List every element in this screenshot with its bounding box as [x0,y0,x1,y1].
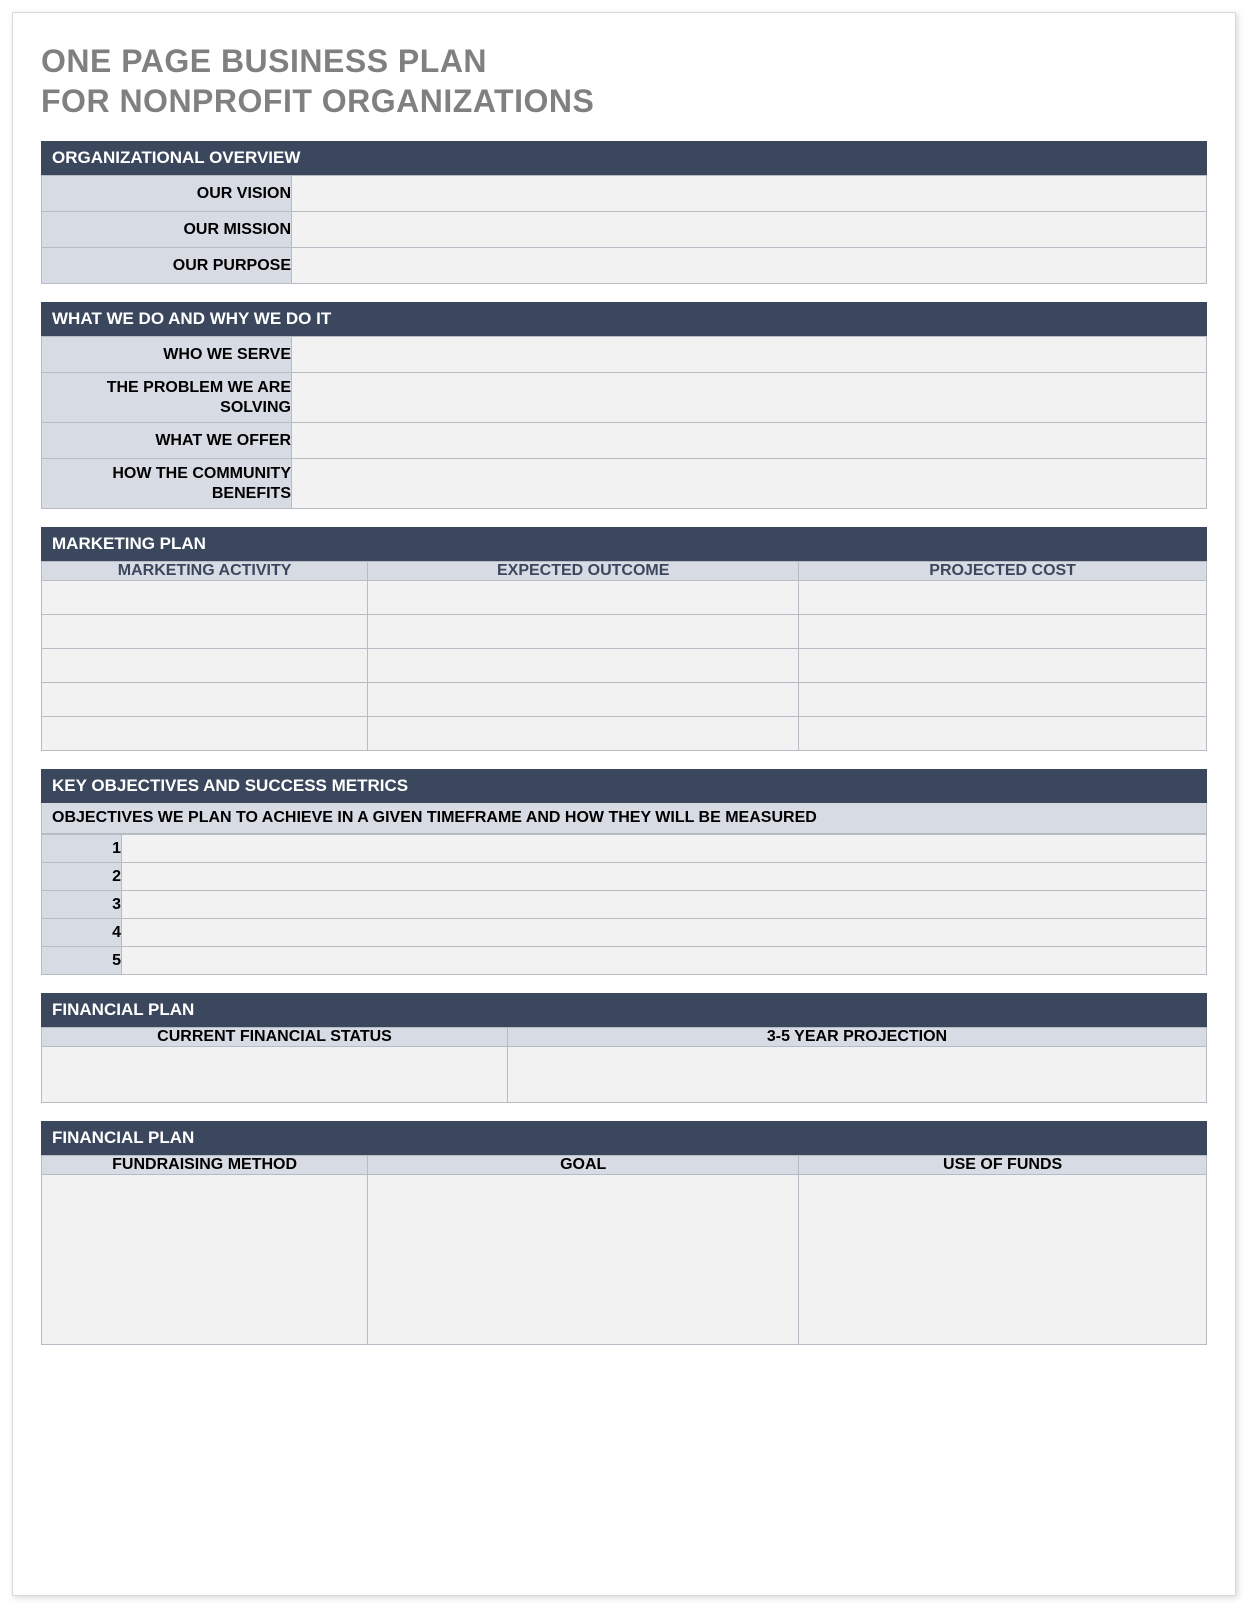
cell[interactable] [799,649,1207,683]
table-row [42,1175,1207,1345]
table-row: 5 [42,947,1207,975]
section-overview: ORGANIZATIONAL OVERVIEW OUR VISION OUR M… [41,141,1207,284]
row-value[interactable] [292,337,1207,373]
table-row: WHAT WE OFFER [42,423,1207,459]
row-value[interactable] [292,248,1207,284]
table-row: OUR MISSION [42,212,1207,248]
cell[interactable] [42,649,368,683]
cell[interactable] [508,1047,1207,1103]
row-label: OUR PURPOSE [42,248,292,284]
cell[interactable] [799,615,1207,649]
table-row: WHO WE SERVE [42,337,1207,373]
cell[interactable] [42,1175,368,1345]
row-value[interactable] [292,423,1207,459]
table-row: 4 [42,919,1207,947]
cell[interactable] [42,615,368,649]
row-label: THE PROBLEM WE ARE SOLVING [42,373,292,423]
row-label: HOW THE COMMUNITY BENEFITS [42,459,292,509]
col-header: PROJECTED COST [799,562,1207,581]
table-row: 3 [42,891,1207,919]
marketing-table: MARKETING ACTIVITY EXPECTED OUTCOME PROJ… [41,561,1207,751]
cell[interactable] [122,835,1207,863]
cell[interactable] [122,919,1207,947]
row-label: OUR MISSION [42,212,292,248]
cell[interactable] [122,947,1207,975]
col-header: 3-5 YEAR PROJECTION [508,1028,1207,1047]
section-marketing: MARKETING PLAN MARKETING ACTIVITY EXPECT… [41,527,1207,751]
table-row: OUR VISION [42,176,1207,212]
col-header: FUNDRAISING METHOD [42,1156,368,1175]
table-row [42,683,1207,717]
col-header: GOAL [368,1156,799,1175]
cell[interactable] [368,581,799,615]
table-row: 1 [42,835,1207,863]
row-label: WHO WE SERVE [42,337,292,373]
section-header-objectives: KEY OBJECTIVES AND SUCCESS METRICS [41,769,1207,803]
table-row [42,1047,1207,1103]
section-header-marketing: MARKETING PLAN [41,527,1207,561]
cell[interactable] [368,1175,799,1345]
table-header-row: MARKETING ACTIVITY EXPECTED OUTCOME PROJ… [42,562,1207,581]
section-financial-status: FINANCIAL PLAN CURRENT FINANCIAL STATUS … [41,993,1207,1103]
row-number: 1 [42,835,122,863]
row-value[interactable] [292,373,1207,423]
table-header-row: FUNDRAISING METHOD GOAL USE OF FUNDS [42,1156,1207,1175]
cell[interactable] [368,717,799,751]
cell[interactable] [799,683,1207,717]
table-row [42,649,1207,683]
row-number: 2 [42,863,122,891]
cell[interactable] [122,863,1207,891]
table-row: 2 [42,863,1207,891]
cell[interactable] [368,649,799,683]
title-line-2: FOR NONPROFIT ORGANIZATIONS [41,83,594,119]
section-header-overview: ORGANIZATIONAL OVERVIEW [41,141,1207,175]
cell[interactable] [122,891,1207,919]
col-header: MARKETING ACTIVITY [42,562,368,581]
row-number: 5 [42,947,122,975]
col-header: CURRENT FINANCIAL STATUS [42,1028,508,1047]
row-label: OUR VISION [42,176,292,212]
section-header-whatwedo: WHAT WE DO AND WHY WE DO IT [41,302,1207,336]
table-row [42,717,1207,751]
fundraising-table: FUNDRAISING METHOD GOAL USE OF FUNDS [41,1155,1207,1345]
row-number: 4 [42,919,122,947]
objectives-subheader: OBJECTIVES WE PLAN TO ACHIEVE IN A GIVEN… [41,803,1207,834]
cell[interactable] [799,581,1207,615]
cell[interactable] [42,717,368,751]
col-header: USE OF FUNDS [799,1156,1207,1175]
row-value[interactable] [292,212,1207,248]
table-header-row: CURRENT FINANCIAL STATUS 3-5 YEAR PROJEC… [42,1028,1207,1047]
section-header-financial-2: FINANCIAL PLAN [41,1121,1207,1155]
whatwedo-table: WHO WE SERVE THE PROBLEM WE ARE SOLVING … [41,336,1207,509]
cell[interactable] [799,717,1207,751]
table-row: OUR PURPOSE [42,248,1207,284]
page-title: ONE PAGE BUSINESS PLAN FOR NONPROFIT ORG… [41,41,1207,121]
objectives-table: 1 2 3 4 5 [41,834,1207,975]
cell[interactable] [42,683,368,717]
section-objectives: KEY OBJECTIVES AND SUCCESS METRICS OBJEC… [41,769,1207,975]
table-row: HOW THE COMMUNITY BENEFITS [42,459,1207,509]
section-header-financial-1: FINANCIAL PLAN [41,993,1207,1027]
table-row: THE PROBLEM WE ARE SOLVING [42,373,1207,423]
document-page: ONE PAGE BUSINESS PLAN FOR NONPROFIT ORG… [12,12,1236,1596]
table-row [42,615,1207,649]
cell[interactable] [368,683,799,717]
overview-table: OUR VISION OUR MISSION OUR PURPOSE [41,175,1207,284]
cell[interactable] [42,581,368,615]
title-line-1: ONE PAGE BUSINESS PLAN [41,43,487,79]
col-header: EXPECTED OUTCOME [368,562,799,581]
cell[interactable] [368,615,799,649]
financial-status-table: CURRENT FINANCIAL STATUS 3-5 YEAR PROJEC… [41,1027,1207,1103]
cell[interactable] [42,1047,508,1103]
row-value[interactable] [292,459,1207,509]
row-number: 3 [42,891,122,919]
table-row [42,581,1207,615]
cell[interactable] [799,1175,1207,1345]
section-whatwedo: WHAT WE DO AND WHY WE DO IT WHO WE SERVE… [41,302,1207,509]
section-financial-fundraising: FINANCIAL PLAN FUNDRAISING METHOD GOAL U… [41,1121,1207,1345]
row-value[interactable] [292,176,1207,212]
row-label: WHAT WE OFFER [42,423,292,459]
